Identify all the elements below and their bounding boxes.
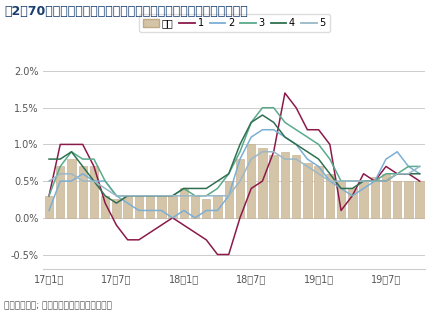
Bar: [393, 181, 401, 218]
Bar: [157, 196, 165, 218]
Bar: [236, 159, 244, 218]
Bar: [168, 196, 177, 218]
Bar: [191, 196, 199, 218]
Bar: [404, 181, 413, 218]
Bar: [213, 196, 222, 218]
Bar: [348, 188, 356, 218]
Bar: [146, 196, 155, 218]
Bar: [224, 181, 233, 218]
Bar: [337, 181, 345, 218]
Bar: [123, 196, 132, 218]
Bar: [56, 167, 65, 218]
Bar: [258, 148, 266, 218]
Legend: 全部, 1, 2, 3, 4, 5: 全部, 1, 2, 3, 4, 5: [139, 14, 329, 32]
Bar: [371, 177, 379, 218]
Bar: [382, 174, 390, 218]
Bar: [247, 144, 256, 218]
Bar: [270, 156, 278, 218]
Bar: [202, 199, 210, 218]
Bar: [79, 167, 87, 218]
Bar: [112, 199, 121, 218]
Bar: [326, 174, 334, 218]
Bar: [135, 196, 143, 218]
Bar: [415, 181, 424, 218]
Bar: [101, 196, 109, 218]
Bar: [45, 196, 53, 218]
Bar: [67, 159, 76, 218]
Bar: [359, 181, 368, 218]
Bar: [303, 163, 312, 218]
Bar: [292, 156, 300, 218]
Bar: [281, 152, 289, 218]
Text: （国家统计局; 第一太平戴维斯市场研究部）: （国家统计局; 第一太平戴维斯市场研究部）: [4, 301, 112, 310]
Text: 图2：70个大中城市新建商品住宅销售价格环比变动情况，按城市线级: 图2：70个大中城市新建商品住宅销售价格环比变动情况，按城市线级: [4, 5, 248, 18]
Bar: [314, 167, 323, 218]
Bar: [180, 188, 188, 218]
Bar: [90, 167, 98, 218]
